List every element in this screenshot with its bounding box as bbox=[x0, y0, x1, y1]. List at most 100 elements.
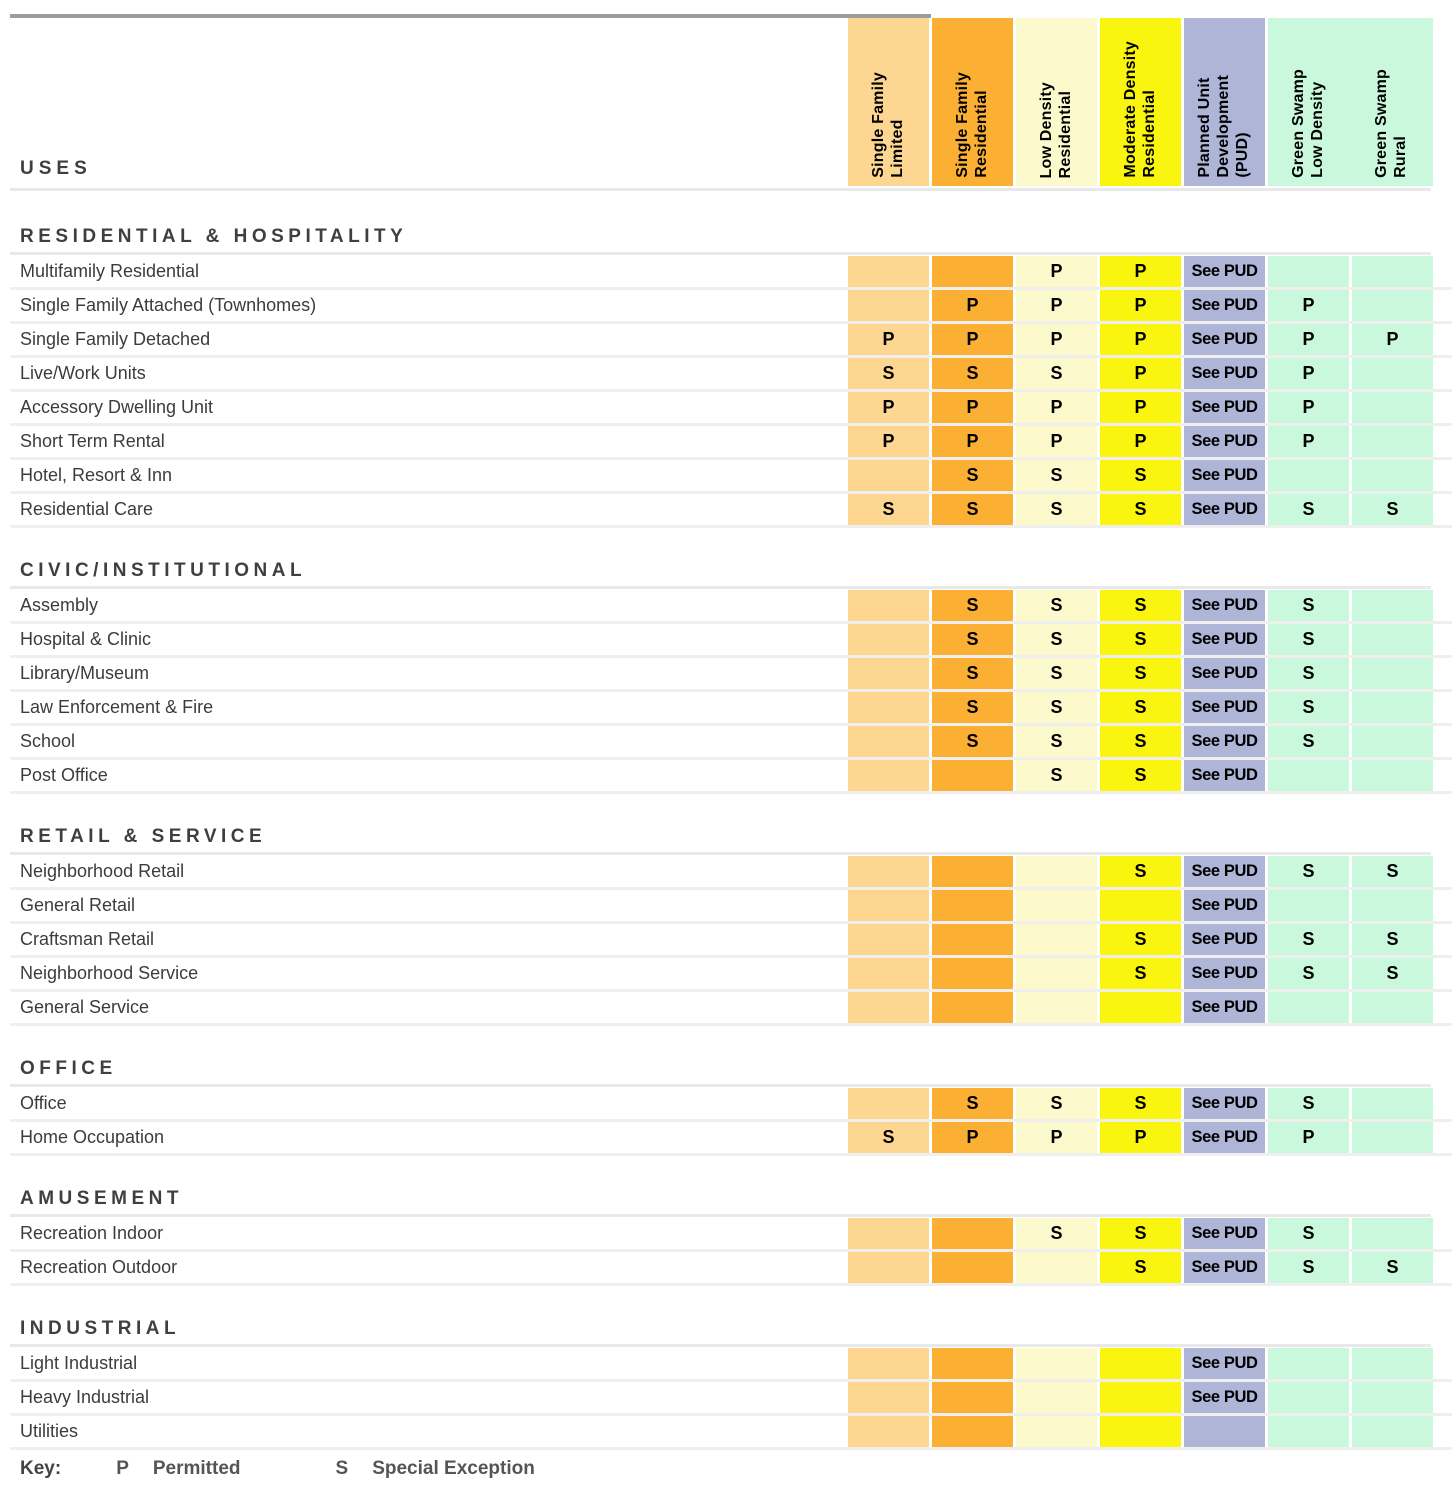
use-cell-single-family-limited: P bbox=[848, 426, 929, 457]
use-cell-green-swamp-low-density bbox=[1268, 760, 1349, 791]
use-cell-low-density-residential bbox=[1016, 856, 1097, 887]
use-cell-green-swamp-rural bbox=[1352, 1416, 1433, 1447]
use-cell-green-swamp-low-density: P bbox=[1268, 392, 1349, 423]
use-cell-moderate-density-residential: S bbox=[1100, 494, 1181, 525]
use-cell-single-family-limited bbox=[848, 290, 929, 321]
row-label: School bbox=[20, 731, 76, 751]
table-row: Hotel, Resort & Inn S S S See PUD bbox=[10, 460, 1452, 491]
table-row: Neighborhood Retail S See PUD S S bbox=[10, 856, 1452, 887]
use-cell-moderate-density-residential bbox=[1100, 992, 1181, 1023]
table-row: Single Family Attached (Townhomes) P P P See… bbox=[10, 290, 1452, 321]
row-label: Multifamily Residential bbox=[20, 261, 200, 281]
use-cell-planned-unit-development: See PUD bbox=[1184, 1348, 1265, 1379]
use-cell-green-swamp-low-density bbox=[1268, 890, 1349, 921]
use-cell-single-family-residential: S bbox=[932, 358, 1013, 389]
use-cell-single-family-limited: S bbox=[848, 358, 929, 389]
use-cell-green-swamp-rural bbox=[1352, 890, 1433, 921]
row-label: Home Occupation bbox=[20, 1127, 165, 1147]
row-label: Live/Work Units bbox=[20, 363, 146, 383]
use-cell-planned-unit-development: See PUD bbox=[1184, 290, 1265, 321]
use-cell-single-family-residential bbox=[932, 1348, 1013, 1379]
use-cell-green-swamp-rural bbox=[1352, 760, 1433, 791]
table-row: Accessory Dwelling Unit P P P P See PUD P bbox=[10, 392, 1452, 423]
column-header-label: Low Density Residential bbox=[1037, 81, 1074, 178]
use-cell-low-density-residential: S bbox=[1016, 624, 1097, 655]
use-cell-green-swamp-rural bbox=[1352, 426, 1433, 457]
section-rows: Multifamily Residential P P See PUD Single F… bbox=[0, 256, 1452, 525]
use-cell-planned-unit-development: See PUD bbox=[1184, 426, 1265, 457]
use-cell-single-family-limited bbox=[848, 1218, 929, 1249]
use-cell-green-swamp-rural bbox=[1352, 1122, 1433, 1153]
use-cell-planned-unit-development: See PUD bbox=[1184, 460, 1265, 491]
row-label: Assembly bbox=[20, 595, 99, 615]
section-title-retail-service: RETAIL & SERVICE bbox=[20, 826, 267, 847]
table-row: Short Term Rental P P P P See PUD P bbox=[10, 426, 1452, 457]
column-header-green-swamp-low-density: Green Swamp Low Density bbox=[1268, 69, 1351, 178]
table-row: General Service See PUD bbox=[10, 992, 1452, 1023]
use-cell-planned-unit-development: See PUD bbox=[1184, 692, 1265, 723]
column-header-label: Single Family Limited bbox=[869, 72, 906, 178]
row-label: General Service bbox=[20, 997, 150, 1017]
section-underline bbox=[10, 252, 1431, 255]
use-cell-green-swamp-rural bbox=[1352, 590, 1433, 621]
use-cell-planned-unit-development: See PUD bbox=[1184, 924, 1265, 955]
section-underline bbox=[10, 1214, 1431, 1217]
use-cell-single-family-limited bbox=[848, 958, 929, 989]
use-cell-single-family-residential: S bbox=[932, 658, 1013, 689]
use-cell-single-family-residential: S bbox=[932, 494, 1013, 525]
use-cell-single-family-residential bbox=[932, 924, 1013, 955]
use-cell-single-family-residential: S bbox=[932, 726, 1013, 757]
use-cell-single-family-residential: P bbox=[932, 324, 1013, 355]
use-cell-green-swamp-rural: P bbox=[1352, 324, 1433, 355]
use-cell-single-family-residential bbox=[932, 992, 1013, 1023]
use-cell-green-swamp-rural: S bbox=[1352, 1252, 1433, 1283]
table-row: Assembly S S S See PUD S bbox=[10, 590, 1452, 621]
table-row: Multifamily Residential P P See PUD bbox=[10, 256, 1452, 287]
use-cell-moderate-density-residential: S bbox=[1100, 856, 1181, 887]
use-cell-low-density-residential: S bbox=[1016, 1088, 1097, 1119]
row-label: Accessory Dwelling Unit bbox=[20, 397, 214, 417]
use-cell-low-density-residential: S bbox=[1016, 590, 1097, 621]
use-cell-single-family-limited bbox=[848, 1348, 929, 1379]
use-cell-green-swamp-low-density: S bbox=[1268, 726, 1349, 757]
use-cell-single-family-residential bbox=[932, 1218, 1013, 1249]
row-label: Single Family Attached (Townhomes) bbox=[20, 295, 317, 315]
use-cell-low-density-residential bbox=[1016, 924, 1097, 955]
use-cell-single-family-limited: P bbox=[848, 324, 929, 355]
use-cell-green-swamp-low-density: S bbox=[1268, 856, 1349, 887]
row-label: Heavy Industrial bbox=[20, 1387, 150, 1407]
use-cell-green-swamp-low-density bbox=[1268, 1382, 1349, 1413]
use-cell-low-density-residential bbox=[1016, 890, 1097, 921]
use-cell-planned-unit-development: See PUD bbox=[1184, 726, 1265, 757]
section-underline bbox=[10, 586, 1431, 589]
row-label: Utilities bbox=[20, 1421, 79, 1441]
use-cell-single-family-residential: P bbox=[932, 290, 1013, 321]
use-cell-green-swamp-low-density: S bbox=[1268, 658, 1349, 689]
table-row: Utilities bbox=[10, 1416, 1452, 1447]
use-cell-planned-unit-development: See PUD bbox=[1184, 624, 1265, 655]
use-cell-moderate-density-residential: S bbox=[1100, 1088, 1181, 1119]
use-cell-green-swamp-rural bbox=[1352, 1088, 1433, 1119]
use-cell-single-family-residential: S bbox=[932, 460, 1013, 491]
use-cell-green-swamp-rural: S bbox=[1352, 958, 1433, 989]
use-cell-single-family-residential: P bbox=[932, 1122, 1013, 1153]
use-cell-green-swamp-low-density: S bbox=[1268, 624, 1349, 655]
use-cell-single-family-limited bbox=[848, 726, 929, 757]
row-label: Residential Care bbox=[20, 499, 154, 519]
use-cell-green-swamp-low-density bbox=[1268, 1348, 1349, 1379]
column-header-single-family-residential: Single Family Residential bbox=[932, 18, 1013, 186]
use-cell-green-swamp-low-density: P bbox=[1268, 426, 1349, 457]
use-cell-green-swamp-rural bbox=[1352, 392, 1433, 423]
use-cell-green-swamp-low-density: S bbox=[1268, 1252, 1349, 1283]
legend-text-permitted: Permitted bbox=[152, 1458, 241, 1479]
use-cell-single-family-limited bbox=[848, 890, 929, 921]
legend-text-special-exception: Special Exception bbox=[372, 1458, 535, 1479]
use-cell-planned-unit-development: See PUD bbox=[1184, 992, 1265, 1023]
column-header-label: Green Swamp Low Density bbox=[1290, 69, 1327, 178]
use-cell-planned-unit-development: See PUD bbox=[1184, 856, 1265, 887]
section-title-residential-hospitality: RESIDENTIAL & HOSPITALITY bbox=[20, 226, 408, 247]
use-cell-low-density-residential bbox=[1016, 992, 1097, 1023]
use-cell-green-swamp-low-density: S bbox=[1268, 494, 1349, 525]
use-cell-green-swamp-low-density: S bbox=[1268, 924, 1349, 955]
use-cell-low-density-residential: P bbox=[1016, 256, 1097, 287]
